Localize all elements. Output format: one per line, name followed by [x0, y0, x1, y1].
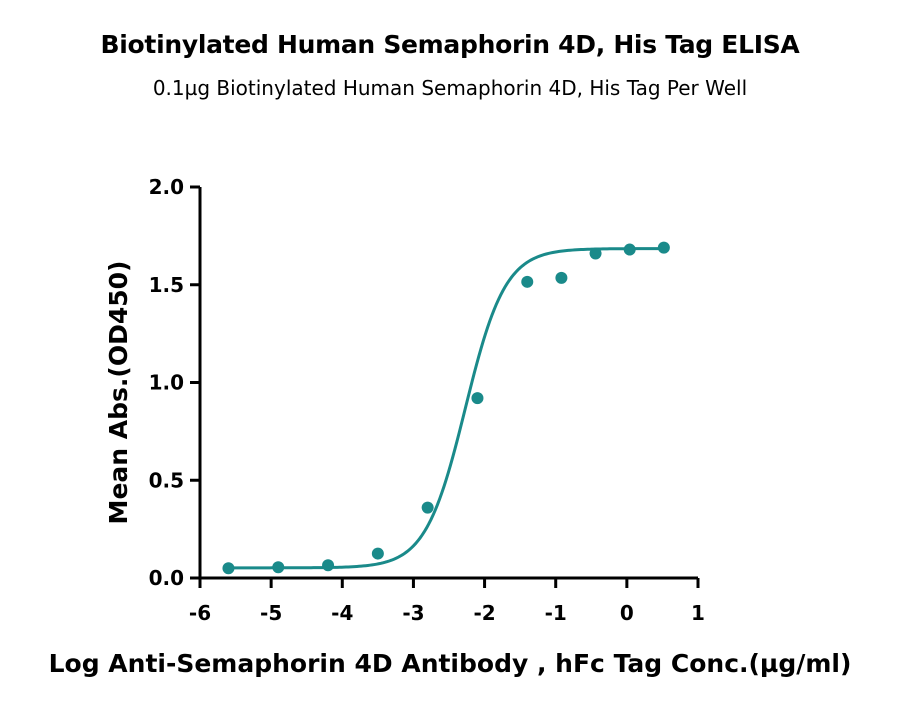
- y-tick-label: 0.0: [149, 566, 184, 590]
- y-tick-label: 1.0: [149, 371, 184, 395]
- data-points: [222, 241, 670, 575]
- x-axis: -6 -5 -4 -3 -2 -1 0 1: [189, 576, 705, 625]
- y-axis: 0.0 0.5 1.0 1.5 2.0: [149, 175, 202, 590]
- x-tick-label: -3: [402, 601, 424, 625]
- y-tick-label: 0.5: [149, 468, 184, 492]
- y-axis-title: Mean Abs.(OD450): [104, 261, 133, 525]
- data-point: [322, 559, 335, 572]
- data-point: [623, 243, 636, 256]
- x-tick-label: -1: [545, 601, 567, 625]
- x-tick-label: -4: [331, 601, 353, 625]
- data-point: [272, 561, 285, 574]
- data-point: [555, 271, 568, 284]
- data-point: [657, 241, 670, 254]
- y-tick-label: 2.0: [149, 175, 184, 199]
- fit-curve: [228, 247, 664, 570]
- data-point: [222, 562, 235, 575]
- x-tick-label: -2: [473, 601, 495, 625]
- x-tick-label: 0: [620, 601, 634, 625]
- chart-title: Biotinylated Human Semaphorin 4D, His Ta…: [100, 30, 800, 59]
- x-tick-label: -6: [189, 601, 211, 625]
- x-tick-label: 1: [691, 601, 705, 625]
- x-axis-title: Log Anti-Semaphorin 4D Antibody , hFc Ta…: [49, 649, 852, 678]
- data-point: [371, 547, 384, 560]
- data-point: [521, 275, 534, 288]
- x-tick-label: -5: [260, 601, 282, 625]
- data-point: [471, 392, 484, 405]
- y-tick-label: 1.5: [149, 273, 184, 297]
- data-point: [589, 247, 602, 260]
- chart-subtitle: 0.1µg Biotinylated Human Semaphorin 4D, …: [152, 76, 748, 100]
- data-point: [421, 501, 434, 514]
